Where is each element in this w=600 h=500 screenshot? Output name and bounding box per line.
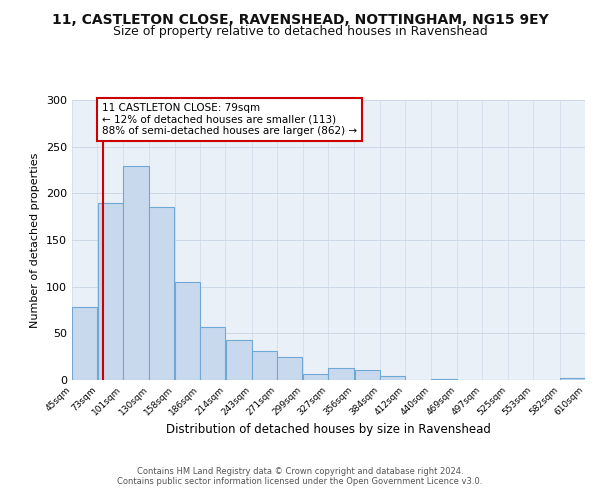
Text: Size of property relative to detached houses in Ravenshead: Size of property relative to detached ho… xyxy=(113,25,487,38)
Y-axis label: Number of detached properties: Number of detached properties xyxy=(31,152,40,328)
Text: 11, CASTLETON CLOSE, RAVENSHEAD, NOTTINGHAM, NG15 9EY: 11, CASTLETON CLOSE, RAVENSHEAD, NOTTING… xyxy=(52,12,548,26)
Bar xyxy=(560,378,585,380)
Bar xyxy=(328,368,354,380)
Bar xyxy=(149,208,175,380)
Text: 11 CASTLETON CLOSE: 79sqm
← 12% of detached houses are smaller (113)
88% of semi: 11 CASTLETON CLOSE: 79sqm ← 12% of detac… xyxy=(102,103,357,136)
Bar xyxy=(303,374,328,380)
Bar xyxy=(123,166,149,380)
Bar xyxy=(355,370,380,380)
Text: Contains public sector information licensed under the Open Government Licence v3: Contains public sector information licen… xyxy=(118,477,482,486)
Bar xyxy=(380,376,405,380)
Bar xyxy=(277,356,302,380)
Bar xyxy=(252,351,277,380)
Bar xyxy=(98,202,123,380)
Bar xyxy=(72,307,97,380)
Text: Contains HM Land Registry data © Crown copyright and database right 2024.: Contains HM Land Registry data © Crown c… xyxy=(137,467,463,476)
Bar xyxy=(226,340,251,380)
X-axis label: Distribution of detached houses by size in Ravenshead: Distribution of detached houses by size … xyxy=(166,422,491,436)
Bar xyxy=(175,282,200,380)
Bar xyxy=(431,379,457,380)
Bar xyxy=(200,327,226,380)
